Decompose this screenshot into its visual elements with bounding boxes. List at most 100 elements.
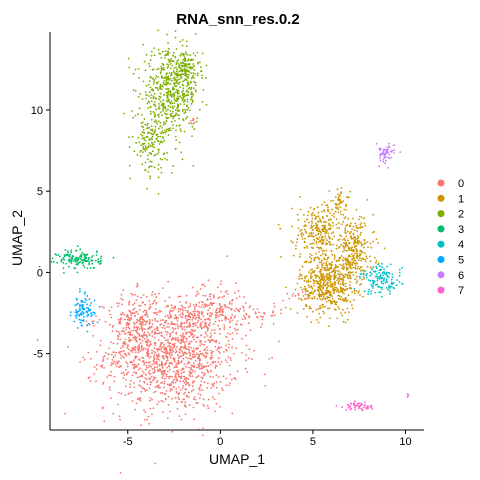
data-point	[348, 260, 351, 263]
data-point	[175, 391, 178, 393]
data-point	[132, 116, 135, 119]
data-point	[166, 33, 168, 36]
data-point	[193, 335, 196, 337]
data-point	[231, 332, 234, 334]
data-point	[344, 246, 347, 248]
data-point	[79, 248, 82, 251]
data-point	[175, 139, 178, 141]
data-point	[192, 72, 195, 74]
data-point	[219, 308, 222, 311]
data-point	[150, 165, 153, 168]
data-point	[164, 327, 166, 330]
data-point	[349, 265, 352, 268]
data-point	[202, 88, 205, 91]
data-point	[315, 252, 317, 255]
data-point	[325, 278, 328, 280]
data-point	[104, 320, 107, 323]
data-point	[332, 243, 335, 246]
data-point	[70, 260, 73, 263]
data-point	[316, 206, 319, 209]
data-point	[168, 296, 171, 299]
data-point	[184, 317, 187, 320]
data-point	[120, 297, 123, 300]
data-point	[341, 264, 344, 267]
data-point	[216, 349, 219, 351]
data-point	[327, 256, 329, 259]
data-point	[174, 99, 177, 102]
data-point	[213, 329, 216, 331]
data-point	[342, 276, 345, 279]
data-point	[165, 352, 168, 354]
data-point	[158, 292, 160, 295]
data-point	[336, 301, 338, 303]
data-point	[68, 260, 71, 263]
data-point	[148, 80, 151, 83]
data-point	[162, 94, 165, 96]
data-point	[371, 231, 374, 234]
data-point	[249, 329, 252, 331]
data-point	[334, 196, 337, 199]
data-point	[151, 352, 154, 355]
data-point	[126, 363, 129, 365]
data-point	[334, 264, 337, 266]
data-point	[84, 291, 87, 294]
data-point	[231, 319, 234, 322]
data-point	[197, 314, 200, 317]
data-point	[136, 330, 138, 333]
data-point	[135, 371, 137, 374]
data-point	[338, 277, 340, 280]
data-point	[154, 129, 157, 131]
data-point	[166, 159, 169, 161]
data-point	[128, 392, 131, 395]
data-point	[311, 235, 313, 238]
data-point	[165, 348, 168, 351]
data-point	[193, 80, 196, 83]
data-point	[318, 292, 321, 294]
data-point	[330, 302, 332, 305]
data-point	[147, 352, 150, 355]
data-point	[375, 273, 378, 275]
data-point	[186, 85, 188, 87]
data-point	[390, 278, 393, 281]
data-point	[183, 393, 185, 395]
data-point	[158, 52, 161, 55]
data-point	[291, 207, 294, 210]
data-point	[182, 354, 185, 356]
data-point	[168, 127, 170, 130]
data-point	[76, 312, 78, 315]
data-point	[103, 355, 106, 358]
data-point	[302, 308, 305, 310]
data-point	[143, 328, 146, 331]
data-point	[233, 327, 236, 330]
data-point	[176, 82, 179, 85]
data-point	[343, 276, 346, 278]
data-point	[188, 312, 191, 315]
data-point	[306, 218, 308, 221]
data-point	[202, 403, 205, 406]
data-point	[292, 254, 295, 257]
data-point	[304, 290, 307, 293]
data-point	[242, 306, 245, 309]
data-point	[173, 79, 176, 81]
data-point	[337, 211, 340, 214]
data-point	[246, 371, 249, 373]
data-point	[375, 142, 378, 145]
data-point	[380, 152, 383, 155]
data-point	[89, 304, 91, 307]
data-point	[311, 293, 314, 295]
data-point	[227, 318, 230, 321]
data-point	[169, 93, 172, 95]
data-point	[191, 319, 194, 321]
data-point	[148, 387, 151, 390]
data-point	[185, 365, 188, 368]
data-point	[340, 187, 343, 189]
data-point	[341, 223, 343, 226]
data-point	[160, 69, 163, 72]
data-point	[129, 383, 132, 385]
data-point	[321, 291, 323, 293]
data-point	[381, 288, 383, 291]
data-point	[329, 280, 332, 283]
data-point	[280, 255, 282, 258]
data-point	[133, 150, 136, 153]
data-point	[101, 407, 104, 410]
